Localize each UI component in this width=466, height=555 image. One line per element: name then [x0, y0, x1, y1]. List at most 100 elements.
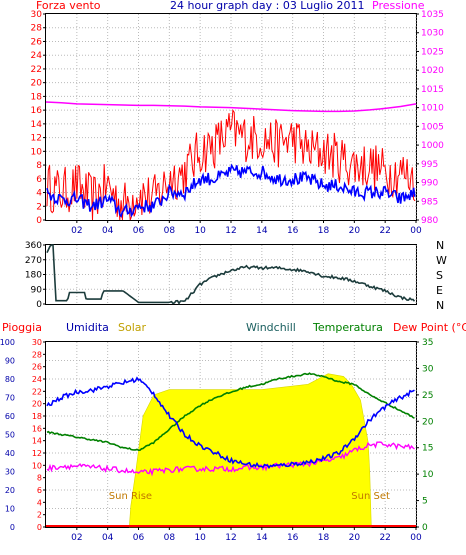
x-tick-label: 04 [102, 226, 114, 236]
x-tick-label: 10 [194, 533, 206, 543]
solar-title: Solar [118, 321, 147, 334]
humidity-tick-label: 60 [5, 412, 15, 421]
humidity-panel-ticks: 02 04 06 08 10 12 14 16 18 20 22 000102030405060708… [0, 338, 434, 543]
wind-average-line [46, 163, 416, 218]
temperature-tick-label: 0 [422, 523, 428, 533]
x-tick-label: 12 [225, 226, 236, 236]
pressure-axis-tick-label: 1030 [421, 29, 444, 39]
rain-title: Pioggia [2, 321, 42, 334]
pressure-axis-tick-label: 980 [421, 216, 438, 226]
wind-axis-tick-label: 22 [31, 65, 42, 75]
x-tick-label: 16 [287, 533, 299, 543]
x-tick-label: 22 [379, 226, 390, 236]
rain-tick-label: 4 [37, 498, 42, 507]
x-tick-label: 02 [71, 226, 82, 236]
x-tick-label: 18 [318, 533, 330, 543]
wind-axis-tick-label: 2 [36, 202, 42, 212]
wind-panel-ticks: 02 04 06 08 10 12 14 16 18 20 22 000246810121416182… [31, 10, 445, 236]
rain-tick-label: 28 [32, 350, 42, 359]
direction-tick-label: 270 [25, 256, 42, 266]
rain-tick-label: 22 [32, 387, 42, 396]
temperature-tick-label: 35 [422, 338, 433, 348]
x-tick-label: 00 [410, 533, 422, 543]
rain-tick-label: 16 [32, 424, 42, 433]
x-tick-label: 08 [164, 533, 176, 543]
rain-tick-label: 20 [32, 400, 42, 409]
wind-axis-tick-label: 20 [31, 79, 43, 89]
rain-tick-label: 26 [32, 363, 42, 372]
temperature-tick-label: 10 [422, 470, 434, 480]
rain-tick-label: 6 [37, 486, 42, 495]
humidity-tick-label: 70 [5, 394, 15, 403]
wind-direction-series [46, 244, 416, 305]
rain-tick-label: 2 [37, 511, 42, 520]
x-tick-label: 22 [379, 533, 390, 543]
wind-axis-tick-label: 16 [31, 106, 43, 116]
humidity-tick-label: 20 [5, 486, 15, 495]
x-tick-label: 08 [164, 226, 176, 236]
wind-axis-tick-label: 12 [31, 134, 42, 144]
temperature-tick-label: 5 [422, 497, 428, 507]
wind-axis-tick-label: 28 [31, 24, 43, 34]
direction-tick-label: 0 [36, 300, 42, 310]
wind-axis-tick-label: 4 [36, 189, 42, 199]
pressure-axis-tick-label: 1000 [421, 141, 444, 151]
temperature-tick-label: 20 [422, 417, 434, 427]
humidity-title: Umidita [66, 321, 109, 334]
rain-tick-label: 24 [32, 375, 42, 384]
rain-tick-label: 12 [32, 449, 42, 458]
rain-tick-label: 18 [32, 412, 42, 421]
humidity-tick-label: 80 [5, 375, 15, 384]
temperature-tick-label: 15 [422, 444, 433, 454]
humidity-temperature-series [46, 372, 416, 527]
compass-label: E [436, 284, 443, 297]
x-tick-label: 06 [133, 226, 145, 236]
wind-axis-tick-label: 26 [31, 37, 43, 47]
rain-tick-label: 30 [32, 338, 42, 347]
rain-tick-label: 10 [32, 461, 42, 470]
pressure-line [45, 101, 417, 113]
wind-axis-tick-label: 18 [31, 92, 43, 102]
chart-title: 24 hour graph day : 03 Luglio 2011 [170, 0, 365, 12]
x-tick-label: 00 [410, 226, 422, 236]
humidity-tick-label: 30 [5, 468, 15, 477]
wind-axis-tick-label: 14 [31, 120, 43, 130]
pressure-axis-tick-label: 1035 [421, 10, 444, 20]
pressure-axis-title: Pressione [372, 0, 425, 12]
x-tick-label: 12 [225, 533, 236, 543]
compass-label: N [436, 299, 444, 312]
humidity-tick-label: 90 [5, 357, 15, 366]
sun-set-label: Sun Set [351, 491, 390, 502]
direction-tick-label: 360 [25, 241, 42, 251]
rain-tick-label: 14 [32, 437, 42, 446]
dewpoint-line [46, 441, 415, 477]
rain-tick-label: 8 [37, 474, 42, 483]
x-tick-label: 20 [349, 533, 361, 543]
humidity-tick-label: 10 [5, 505, 15, 514]
wind-pressure-series [45, 101, 417, 221]
pressure-axis-tick-label: 1025 [421, 47, 444, 57]
x-tick-label: 18 [318, 226, 330, 236]
x-tick-label: 20 [349, 226, 361, 236]
direction-panel-grid [46, 245, 417, 304]
humidity-tick-label: 0 [10, 523, 15, 532]
compass-label: N [436, 239, 444, 252]
x-tick-label: 16 [287, 226, 299, 236]
wind-gust-line [46, 108, 416, 221]
direction-tick-label: 180 [25, 271, 42, 281]
sun-rise-label: Sun Rise [109, 491, 152, 502]
temperature-title: Temperatura [312, 321, 383, 334]
windchill-title: Windchill [246, 321, 296, 334]
temperature-tick-label: 25 [422, 391, 433, 401]
humidity-tick-label: 100 [0, 338, 15, 347]
pressure-axis-tick-label: 1020 [421, 66, 444, 76]
x-tick-label: 02 [71, 533, 82, 543]
humidity-line [46, 376, 415, 470]
wind-axis-title: Forza vento [36, 0, 101, 12]
pressure-axis-tick-label: 985 [421, 197, 438, 207]
x-tick-label: 14 [256, 226, 268, 236]
wind-axis-tick-label: 6 [36, 175, 42, 185]
pressure-axis-tick-label: 995 [421, 160, 438, 170]
solar-area-layer [128, 373, 372, 528]
